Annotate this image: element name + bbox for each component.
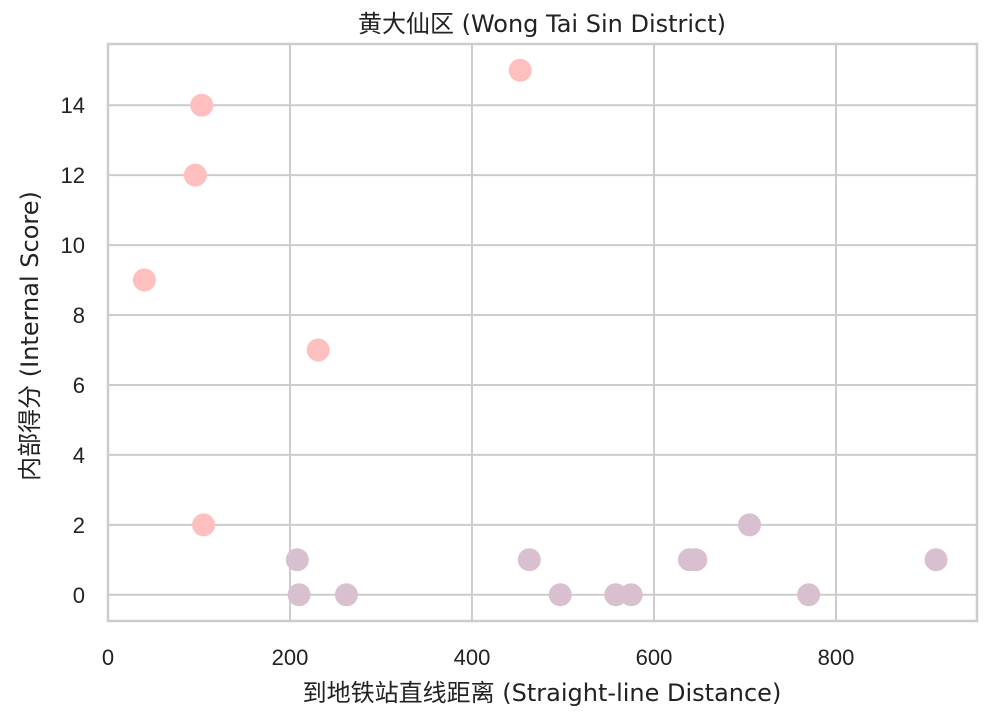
data-point — [306, 338, 330, 362]
data-point — [190, 93, 214, 117]
y-tick-label: 2 — [73, 513, 85, 538]
data-point — [924, 548, 948, 572]
data-point — [619, 583, 643, 607]
x-axis-label: 到地铁站直线距离 (Straight-line Distance) — [303, 679, 782, 707]
y-tick-labels: 0 2 4 6 8 10 12 14 — [61, 93, 85, 608]
x-tick-label: 0 — [102, 645, 114, 670]
y-tick-label: 6 — [73, 373, 85, 398]
x-tick-label: 800 — [818, 645, 855, 670]
x-tick-labels: 0 200 400 600 800 — [102, 645, 854, 670]
data-point — [183, 163, 207, 187]
data-point — [797, 583, 821, 607]
y-tick-label: 0 — [73, 583, 85, 608]
grid-lines — [107, 44, 977, 621]
data-point — [548, 583, 572, 607]
data-point — [192, 513, 216, 537]
y-tick-label: 10 — [61, 233, 85, 258]
data-point — [132, 268, 156, 292]
chart-title: 黄大仙区 (Wong Tai Sin District) — [358, 10, 726, 38]
x-tick-label: 600 — [636, 645, 673, 670]
data-point — [287, 583, 311, 607]
x-tick-label: 400 — [454, 645, 491, 670]
y-tick-label: 12 — [61, 163, 85, 188]
y-tick-label: 8 — [73, 303, 85, 328]
data-point — [334, 583, 358, 607]
data-point — [684, 548, 708, 572]
x-tick-label: 200 — [272, 645, 309, 670]
y-tick-label: 14 — [61, 93, 85, 118]
data-point — [285, 548, 309, 572]
y-tick-label: 4 — [73, 443, 85, 468]
y-axis-label: 内部得分 (Internal Score) — [16, 191, 44, 481]
data-point — [517, 548, 541, 572]
data-point — [738, 513, 762, 537]
plot-frame — [106, 42, 979, 623]
data-points — [132, 58, 948, 607]
data-point — [508, 58, 532, 82]
